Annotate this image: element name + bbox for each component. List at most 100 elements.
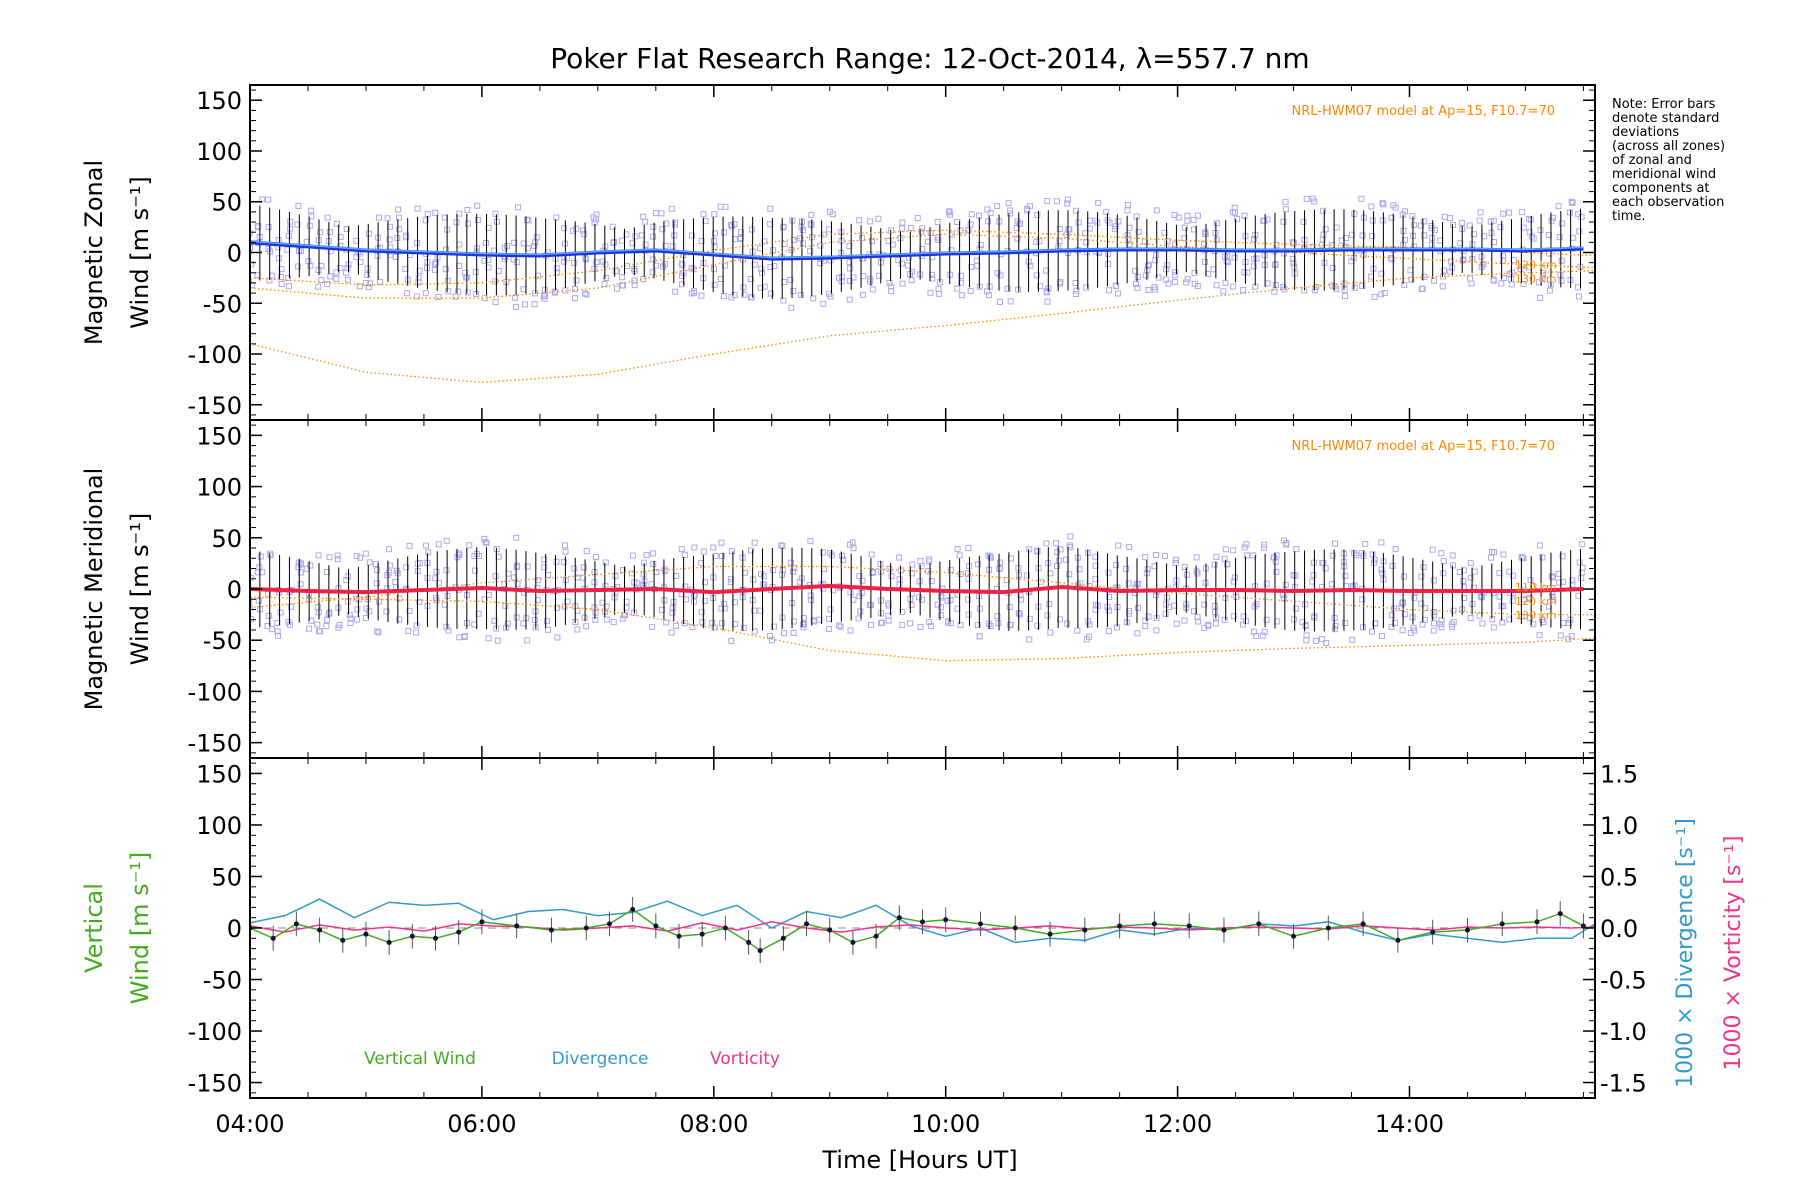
sample-point xyxy=(1303,195,1310,202)
sample-point xyxy=(1459,219,1466,226)
sample-point xyxy=(1181,564,1188,571)
sample-point xyxy=(1568,633,1575,640)
sample-point xyxy=(810,295,817,302)
x-tick-label: 04:00 xyxy=(215,1110,284,1138)
sample-point xyxy=(1230,613,1237,620)
sample-point xyxy=(1477,209,1484,216)
sample-point xyxy=(1341,280,1348,287)
sample-point xyxy=(967,221,974,228)
sample-point xyxy=(1181,224,1188,231)
sample-point xyxy=(324,616,331,623)
sample-point xyxy=(307,207,314,214)
sample-point xyxy=(1411,222,1418,229)
sample-point xyxy=(1194,570,1201,577)
sample-point xyxy=(492,210,499,217)
sample-point xyxy=(1006,603,1013,610)
sample-point xyxy=(1378,632,1385,639)
sample-point xyxy=(995,620,1002,627)
sample-point xyxy=(817,242,824,249)
sample-point xyxy=(820,300,827,307)
sample-point xyxy=(1342,572,1349,579)
sample-point xyxy=(1401,281,1408,288)
sample-point xyxy=(751,628,758,635)
sample-point xyxy=(1569,577,1576,584)
sample-point xyxy=(1490,277,1497,284)
sample-point xyxy=(1430,620,1437,627)
sample-point xyxy=(1466,275,1473,282)
sample-point xyxy=(1171,272,1178,279)
sample-point xyxy=(1349,636,1356,643)
sample-point xyxy=(958,292,965,299)
sample-point xyxy=(847,589,854,596)
y-tick-label: -100 xyxy=(188,1018,242,1046)
sample-point xyxy=(1056,225,1063,232)
sample-point xyxy=(1004,285,1011,292)
sample-point xyxy=(859,577,866,584)
sample-point xyxy=(907,224,914,231)
sample-point xyxy=(935,236,942,243)
sample-point xyxy=(973,257,980,264)
sample-point xyxy=(650,561,657,568)
sample-point xyxy=(475,610,482,617)
sample-point xyxy=(1358,195,1365,202)
y-tick-label: 100 xyxy=(196,812,242,840)
sample-point xyxy=(303,565,310,572)
sample-point xyxy=(1153,552,1160,559)
vertical-wind-point xyxy=(653,923,659,929)
sample-point xyxy=(994,613,1001,620)
y-tick-label: -50 xyxy=(203,290,242,318)
sample-point xyxy=(937,593,944,600)
y2-tick-label: 0.0 xyxy=(1600,915,1638,943)
sample-point xyxy=(1282,198,1289,205)
vertical-wind-point xyxy=(433,935,439,941)
sample-point xyxy=(406,607,413,614)
sample-point xyxy=(1231,574,1238,581)
sample-point xyxy=(1539,554,1546,561)
sample-point xyxy=(345,573,352,580)
sample-point xyxy=(1430,627,1437,634)
sample-point xyxy=(649,550,656,557)
sample-point xyxy=(659,226,666,233)
sample-point xyxy=(492,573,499,580)
sample-point xyxy=(1369,233,1376,240)
sample-point xyxy=(1105,607,1112,614)
mean-wind-highlight xyxy=(250,240,1584,259)
sample-point xyxy=(1234,215,1241,222)
sample-point xyxy=(965,570,972,577)
sample-point xyxy=(1440,558,1447,565)
y-tick-label: 50 xyxy=(211,863,242,891)
sample-point xyxy=(878,619,885,626)
y-tick-label: 100 xyxy=(196,474,242,502)
sample-point xyxy=(583,548,590,555)
sample-point xyxy=(1124,207,1131,214)
sample-point xyxy=(1575,284,1582,291)
sample-point xyxy=(308,213,315,220)
vertical-wind-point xyxy=(479,919,485,925)
sample-point xyxy=(324,214,331,221)
sample-point xyxy=(1558,277,1565,284)
sample-point xyxy=(868,621,875,628)
sample-point xyxy=(373,580,380,587)
sample-point xyxy=(1313,284,1320,291)
sample-point xyxy=(918,563,925,570)
sample-point xyxy=(751,539,758,546)
sample-point xyxy=(1052,540,1059,547)
sample-point xyxy=(1421,273,1428,280)
sample-point xyxy=(554,269,561,276)
sample-point xyxy=(1378,539,1385,546)
sample-point xyxy=(1210,266,1217,273)
sample-point xyxy=(1105,628,1112,635)
sample-point xyxy=(1490,624,1497,631)
sample-point xyxy=(691,544,698,551)
sample-point xyxy=(601,281,608,288)
sample-point xyxy=(1479,620,1486,627)
sample-point xyxy=(938,612,945,619)
sample-point xyxy=(1508,281,1515,288)
sample-point xyxy=(846,296,853,303)
sample-point xyxy=(1133,280,1140,287)
sample-point xyxy=(531,242,538,249)
sample-point xyxy=(1428,223,1435,230)
sample-point xyxy=(888,227,895,234)
sample-point xyxy=(919,225,926,232)
